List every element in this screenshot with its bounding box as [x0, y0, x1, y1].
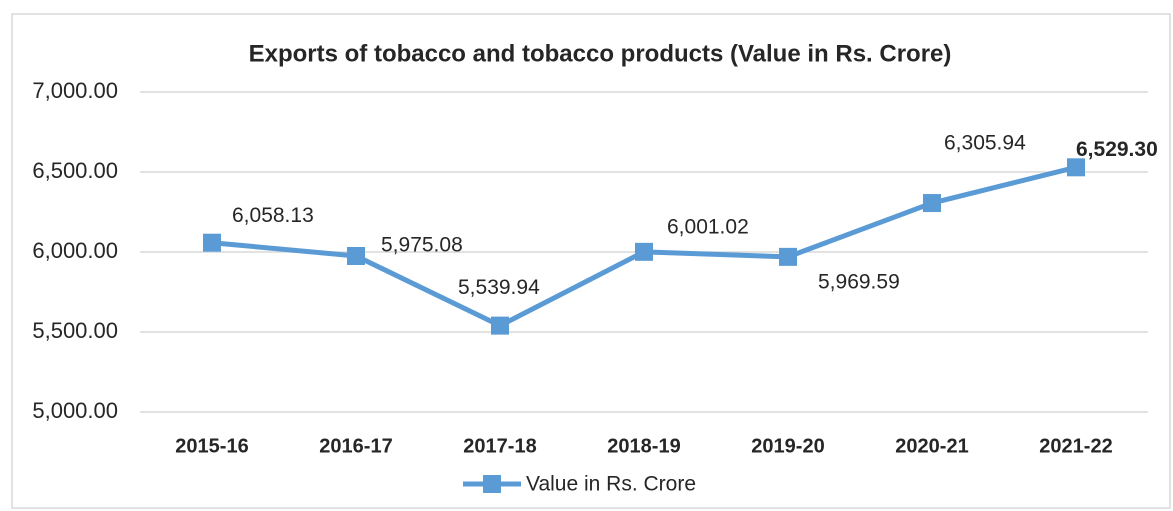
x-tick-label: 2017-18 [463, 435, 536, 457]
data-label: 6,529.30 [1076, 138, 1158, 161]
point-marker [779, 247, 797, 266]
data-label: 6,001.02 [667, 215, 749, 238]
data-label: 5,539.94 [458, 276, 540, 299]
y-tick-label: 6,500.00 [32, 158, 118, 183]
y-tick-label: 5,000.00 [32, 398, 118, 423]
data-label: 6,058.13 [232, 204, 314, 227]
chart-title: Exports of tobacco and tobacco products … [249, 40, 952, 67]
data-label: 5,975.08 [381, 234, 463, 257]
y-tick-label: 6,000.00 [32, 238, 118, 263]
point-marker [491, 316, 509, 335]
x-tick-label: 2016-17 [319, 435, 392, 457]
point-marker [635, 242, 653, 261]
data-label: 5,969.59 [818, 270, 900, 293]
point-marker [347, 246, 365, 265]
x-tick-label: 2019-20 [751, 435, 824, 457]
legend-label: Value in Rs. Crore [526, 473, 696, 496]
legend-marker [483, 475, 501, 493]
point-marker [923, 194, 941, 213]
x-tick-label: 2021-22 [1039, 435, 1112, 457]
point-marker [203, 233, 221, 252]
x-tick-label: 2018-19 [607, 435, 680, 457]
point-marker [1067, 158, 1085, 177]
chart-border [11, 13, 1171, 509]
y-tick-label: 5,500.00 [32, 318, 118, 343]
data-label: 6,305.94 [944, 132, 1026, 155]
x-tick-label: 2015-16 [175, 435, 248, 457]
y-tick-label: 7,000.00 [32, 78, 118, 103]
x-tick-label: 2020-21 [895, 435, 968, 457]
